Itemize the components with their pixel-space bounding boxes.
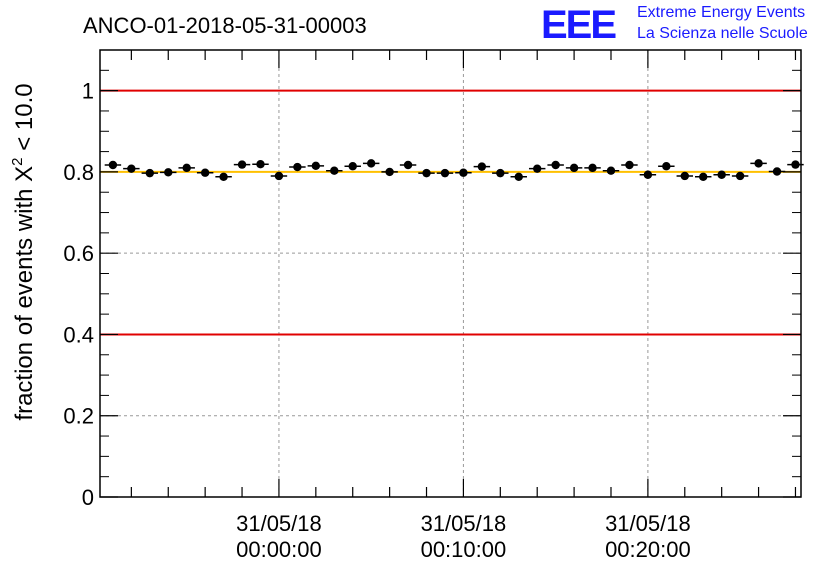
plot-frame — [99, 49, 802, 498]
data-point — [289, 162, 306, 172]
axes: 00.20.40.60.8131/05/1800:00:0031/05/1800… — [63, 50, 801, 562]
x-tick-label-date: 31/05/18 — [605, 511, 691, 536]
data-point — [196, 168, 214, 177]
data-point — [307, 161, 325, 171]
data-point — [233, 160, 251, 169]
x-tick-label-time: 00:20:00 — [605, 537, 691, 562]
data-point — [123, 164, 140, 173]
data-point — [344, 162, 361, 171]
y-tick-label: 0.8 — [63, 160, 94, 185]
eee-logo: EEE Extreme Energy Events La Scienza nel… — [541, 3, 808, 47]
y-tick-label: 0 — [82, 485, 94, 510]
data-point — [547, 160, 564, 170]
data-point — [178, 163, 195, 173]
data-point — [602, 166, 620, 175]
data-point — [455, 168, 472, 177]
data-point — [639, 170, 657, 179]
data-point — [252, 159, 269, 169]
data-point — [565, 163, 583, 173]
data-point — [326, 166, 343, 175]
data-point — [492, 168, 509, 178]
data-point — [731, 171, 749, 181]
eee-logo-line2: La Scienza nelle Scuole — [637, 25, 808, 42]
data-point — [713, 170, 730, 179]
y-tick-label: 0.2 — [63, 404, 94, 429]
data-point — [528, 164, 546, 173]
grid — [100, 50, 801, 497]
reference-lines — [100, 89, 801, 336]
data-point — [676, 171, 694, 181]
data-point — [510, 172, 527, 181]
y-tick-label: 1 — [82, 79, 94, 104]
data-point — [621, 160, 638, 170]
data-point — [215, 172, 232, 181]
data-point — [141, 168, 159, 178]
data-point — [104, 160, 122, 170]
data-point — [270, 171, 288, 181]
y-axis-label: fraction of events with X2 < 10.0 — [9, 83, 38, 420]
data-point — [768, 167, 786, 176]
data-point — [584, 163, 601, 173]
data-point — [473, 162, 491, 171]
data-point — [381, 167, 398, 177]
data-point — [695, 172, 712, 181]
data-point — [436, 168, 454, 178]
eee-logo-mark: EEE — [541, 3, 616, 47]
data-point — [399, 160, 417, 170]
data-point — [658, 162, 675, 171]
x-tick-label-date: 31/05/18 — [236, 511, 322, 536]
x-tick-label-date: 31/05/18 — [421, 511, 507, 536]
data-point — [362, 159, 380, 168]
data-point — [418, 168, 435, 178]
data-point — [160, 168, 177, 177]
data-points — [104, 159, 804, 181]
x-tick-label-time: 00:00:00 — [236, 537, 322, 562]
data-point — [750, 159, 767, 168]
chart-title: ANCO-01-2018-05-31-00003 — [83, 13, 367, 38]
eee-logo-line1: Extreme Energy Events — [637, 4, 805, 21]
x-tick-label-time: 00:10:00 — [421, 537, 507, 562]
y-tick-label: 0.6 — [63, 241, 94, 266]
y-tick-label: 0.4 — [63, 322, 94, 347]
data-point — [787, 160, 804, 169]
